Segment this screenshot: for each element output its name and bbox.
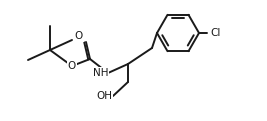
Text: O: O xyxy=(68,61,76,71)
Text: OH: OH xyxy=(96,91,112,101)
Text: O: O xyxy=(75,31,83,41)
Text: NH: NH xyxy=(92,68,108,78)
Text: Cl: Cl xyxy=(210,28,220,38)
